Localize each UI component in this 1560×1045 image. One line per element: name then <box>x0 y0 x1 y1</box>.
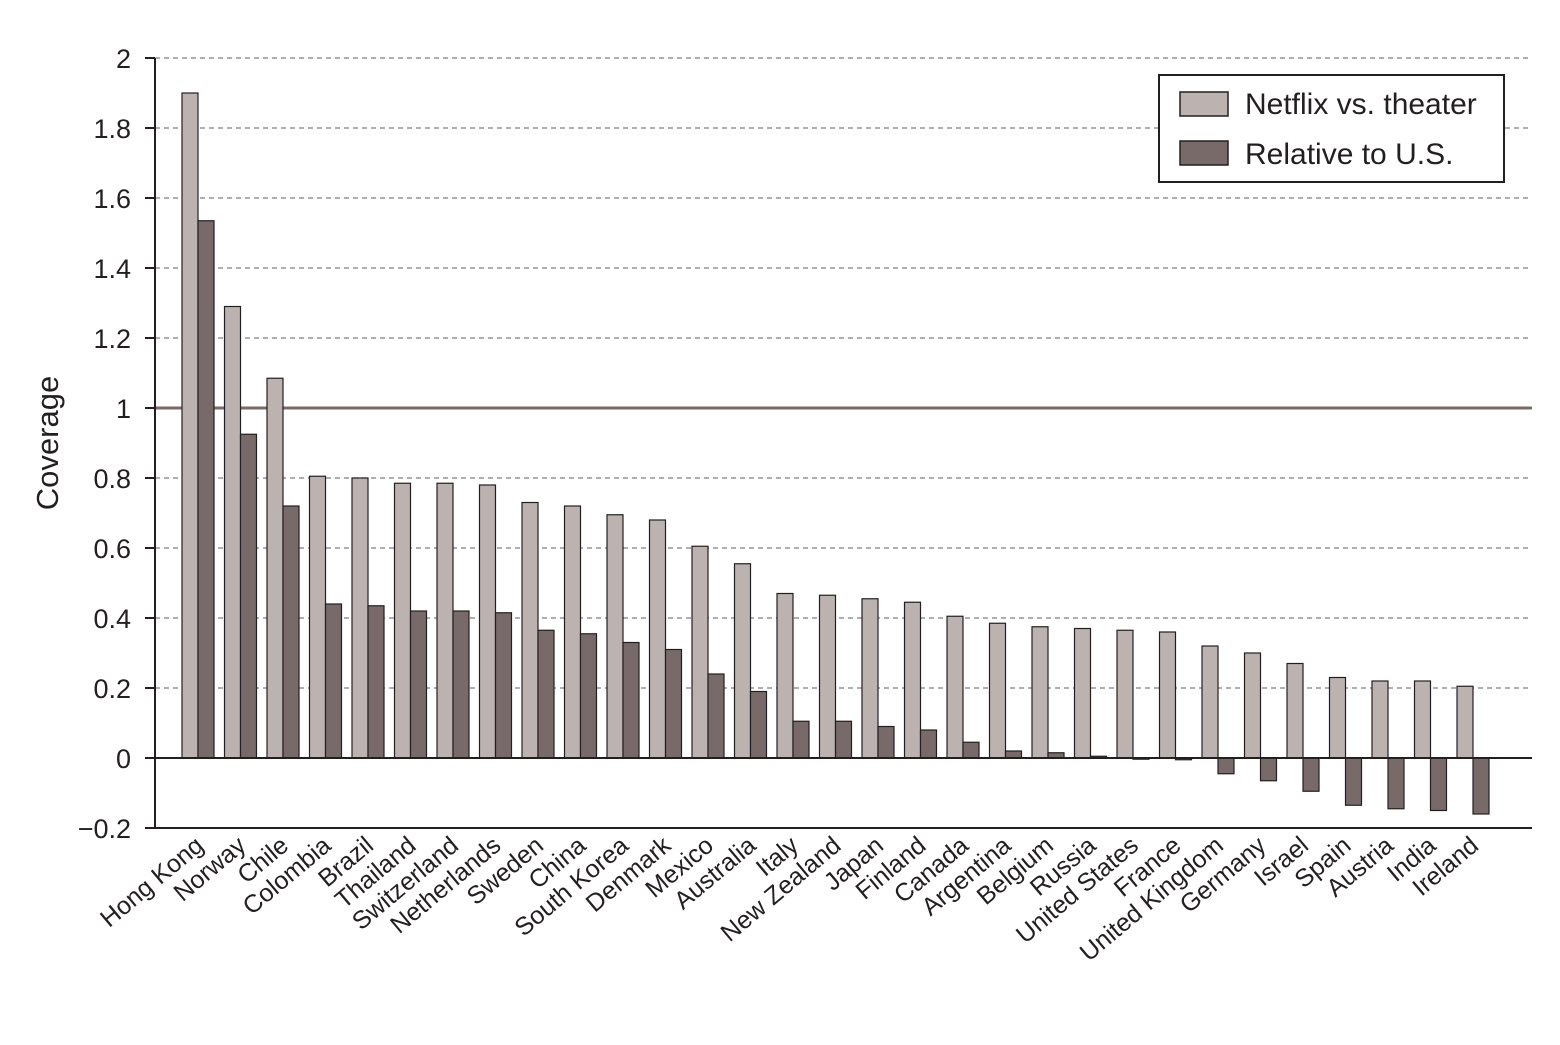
bar-netflix-vs-theater-united-kingdom <box>1201 645 1219 759</box>
legend-swatch-relative-to-us <box>1179 140 1229 166</box>
bar-relative-to-u-s-spain <box>1344 757 1363 806</box>
y-tick-label: 1.6 <box>93 184 131 214</box>
bar-relative-to-u-s-japan <box>877 725 895 759</box>
bar-netflix-vs-theater-germany <box>1243 652 1262 759</box>
axes <box>145 57 1532 829</box>
legend-label-netflix-vs-theater: Netflix vs. theater <box>1245 88 1477 121</box>
bar-relative-to-u-s-south-korea <box>622 641 640 759</box>
bar-relative-to-u-s-argentina <box>1004 750 1023 759</box>
bar-netflix-vs-theater-norway <box>223 305 242 759</box>
bar-netflix-vs-theater-switzerland <box>436 482 454 759</box>
bar-netflix-vs-theater-new-zealand <box>818 594 837 759</box>
bar-netflix-vs-theater-sweden <box>521 501 539 759</box>
bar-netflix-vs-theater-chile <box>266 377 284 759</box>
bar-netflix-vs-theater-japan <box>861 598 879 759</box>
bar-relative-to-u-s-switzerland <box>452 610 470 759</box>
y-tick-label: 0.6 <box>93 534 131 564</box>
y-tick-label: −0.2 <box>78 814 131 844</box>
bar-netflix-vs-theater-colombia <box>308 475 327 759</box>
bar-netflix-vs-theater-israel <box>1286 662 1304 759</box>
bar-netflix-vs-theater-mexico <box>691 545 709 759</box>
y-tick-label: 1.8 <box>93 114 131 144</box>
bar-relative-to-u-s-india <box>1429 757 1448 812</box>
y-tick-label: 1 <box>116 394 131 424</box>
y-axis-label: Coverage <box>30 376 65 510</box>
bar-netflix-vs-theater-hong-kong <box>181 92 199 759</box>
bar-netflix-vs-theater-india <box>1413 680 1432 759</box>
bar-relative-to-u-s-mexico <box>707 673 725 759</box>
y-tick-label: 2 <box>116 44 131 74</box>
bar-netflix-vs-theater-spain <box>1328 676 1347 759</box>
bar-netflix-vs-theater-netherlands <box>478 484 497 759</box>
bar-netflix-vs-theater-argentina <box>988 622 1007 759</box>
bars <box>181 92 1490 815</box>
bar-netflix-vs-theater-france <box>1158 631 1177 759</box>
bar-relative-to-u-s-netherlands <box>494 612 513 759</box>
bar-relative-to-u-s-denmark <box>664 648 683 759</box>
bar-netflix-vs-theater-china <box>563 505 582 759</box>
bar-netflix-vs-theater-united-states <box>1116 629 1134 759</box>
bar-relative-to-u-s-finland <box>919 729 938 759</box>
y-tick-label: 0.4 <box>93 604 131 634</box>
bar-relative-to-u-s-colombia <box>324 603 343 759</box>
bar-relative-to-u-s-sweden <box>537 629 555 759</box>
bar-netflix-vs-theater-brazil <box>351 477 369 759</box>
bar-netflix-vs-theater-belgium <box>1031 626 1049 759</box>
bar-netflix-vs-theater-south-korea <box>606 514 624 759</box>
bar-relative-to-u-s-canada <box>962 741 980 759</box>
y-tick-label: 1.2 <box>93 324 131 354</box>
legend-label-relative-to-us: Relative to U.S. <box>1245 138 1453 171</box>
bar-netflix-vs-theater-finland <box>903 601 922 759</box>
bar-relative-to-u-s-italy <box>792 720 810 759</box>
y-tick-label: 0.2 <box>93 674 131 704</box>
bar-relative-to-u-s-australia <box>749 690 768 759</box>
legend-swatch-netflix-vs-theater <box>1179 91 1229 117</box>
bar-relative-to-u-s-china <box>579 633 598 759</box>
bar-netflix-vs-theater-denmark <box>648 519 667 759</box>
bar-netflix-vs-theater-thailand <box>393 482 412 759</box>
legend: Netflix vs. theater Relative to U.S. <box>1158 74 1505 183</box>
bar-relative-to-u-s-new-zealand <box>834 720 853 759</box>
bar-netflix-vs-theater-italy <box>776 592 794 759</box>
bar-relative-to-u-s-ireland <box>1472 757 1490 815</box>
bar-relative-to-u-s-united-kingdom <box>1217 757 1235 775</box>
bar-netflix-vs-theater-austria <box>1371 680 1389 759</box>
bar-relative-to-u-s-thailand <box>409 610 428 759</box>
bar-netflix-vs-theater-canada <box>946 615 964 759</box>
bar-relative-to-u-s-israel <box>1302 757 1320 792</box>
y-tick-labels: −0.2 0 0.2 0.4 0.6 0.8 1 1.2 1.4 1.6 1.8 2 <box>78 44 131 844</box>
y-tick-label: 0.8 <box>93 464 131 494</box>
bar-relative-to-u-s-brazil <box>367 605 385 759</box>
x-tick-labels: Hong KongNorwayChileColombiaBrazilThaila… <box>95 831 1484 967</box>
y-tick-label: 1.4 <box>93 254 131 284</box>
y-tick-label: 0 <box>116 744 131 774</box>
bar-relative-to-u-s-norway <box>239 433 258 759</box>
bar-relative-to-u-s-austria <box>1387 757 1405 810</box>
bar-netflix-vs-theater-australia <box>733 563 752 759</box>
bar-relative-to-u-s-chile <box>282 505 300 759</box>
bar-netflix-vs-theater-ireland <box>1456 685 1474 759</box>
bar-relative-to-u-s-germany <box>1259 757 1278 782</box>
bar-relative-to-u-s-hong-kong <box>197 220 215 759</box>
bar-netflix-vs-theater-russia <box>1073 627 1092 759</box>
